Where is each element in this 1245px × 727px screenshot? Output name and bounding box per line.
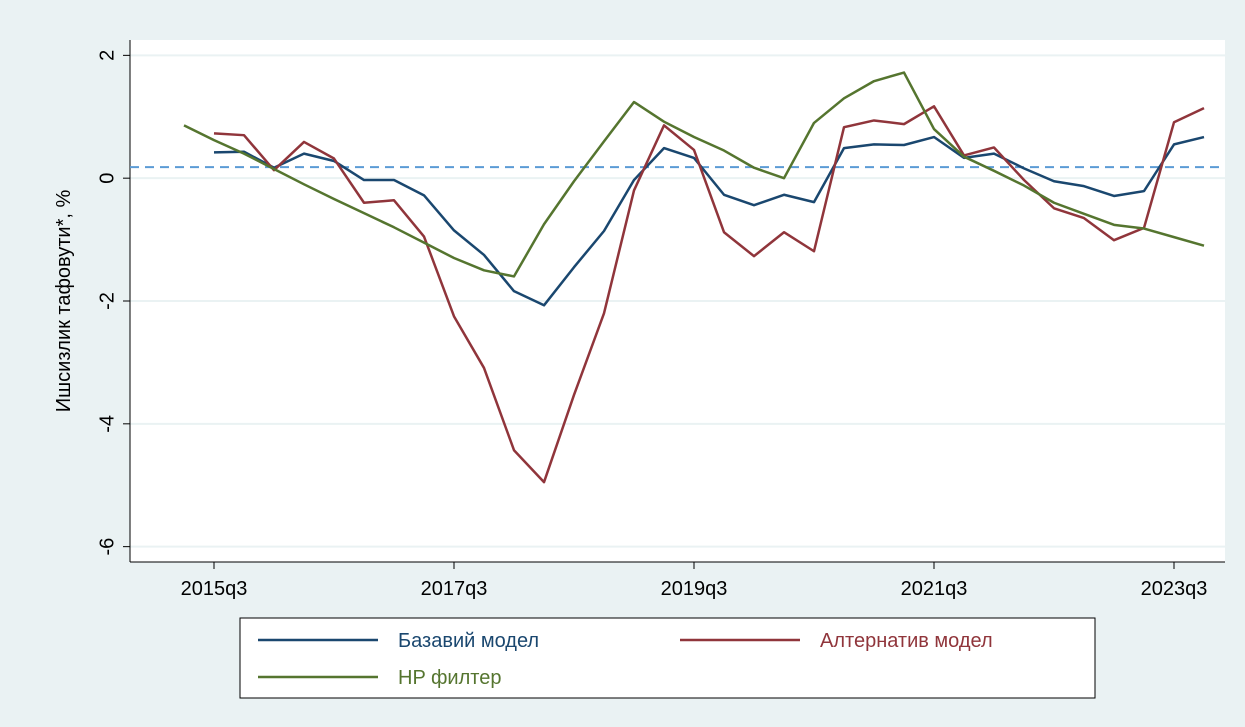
legend: [239, 617, 1096, 699]
x-tick-label: 2017q3: [421, 578, 488, 600]
x-tick-label: 2015q3: [181, 578, 248, 600]
x-tick-label: 2019q3: [661, 578, 728, 600]
series-line: [213, 135, 1205, 307]
y-tick-label: -4: [96, 415, 118, 433]
y-tick-label: -2: [96, 292, 118, 310]
y-axis-label: Ишсизлик тафовути*, %: [53, 190, 75, 413]
x-tick-label: 2023q3: [1141, 578, 1208, 600]
legend-label: Алтернатив модел: [820, 630, 993, 652]
y-tick-label: 0: [96, 173, 118, 184]
y-tick-label: -6: [96, 538, 118, 556]
legend-label: Базавий модел: [398, 630, 539, 652]
legend-label: HP филтер: [398, 667, 501, 689]
y-tick-label: 2: [96, 50, 118, 61]
x-tick-label: 2021q3: [901, 578, 968, 600]
series-line: [183, 71, 1205, 278]
